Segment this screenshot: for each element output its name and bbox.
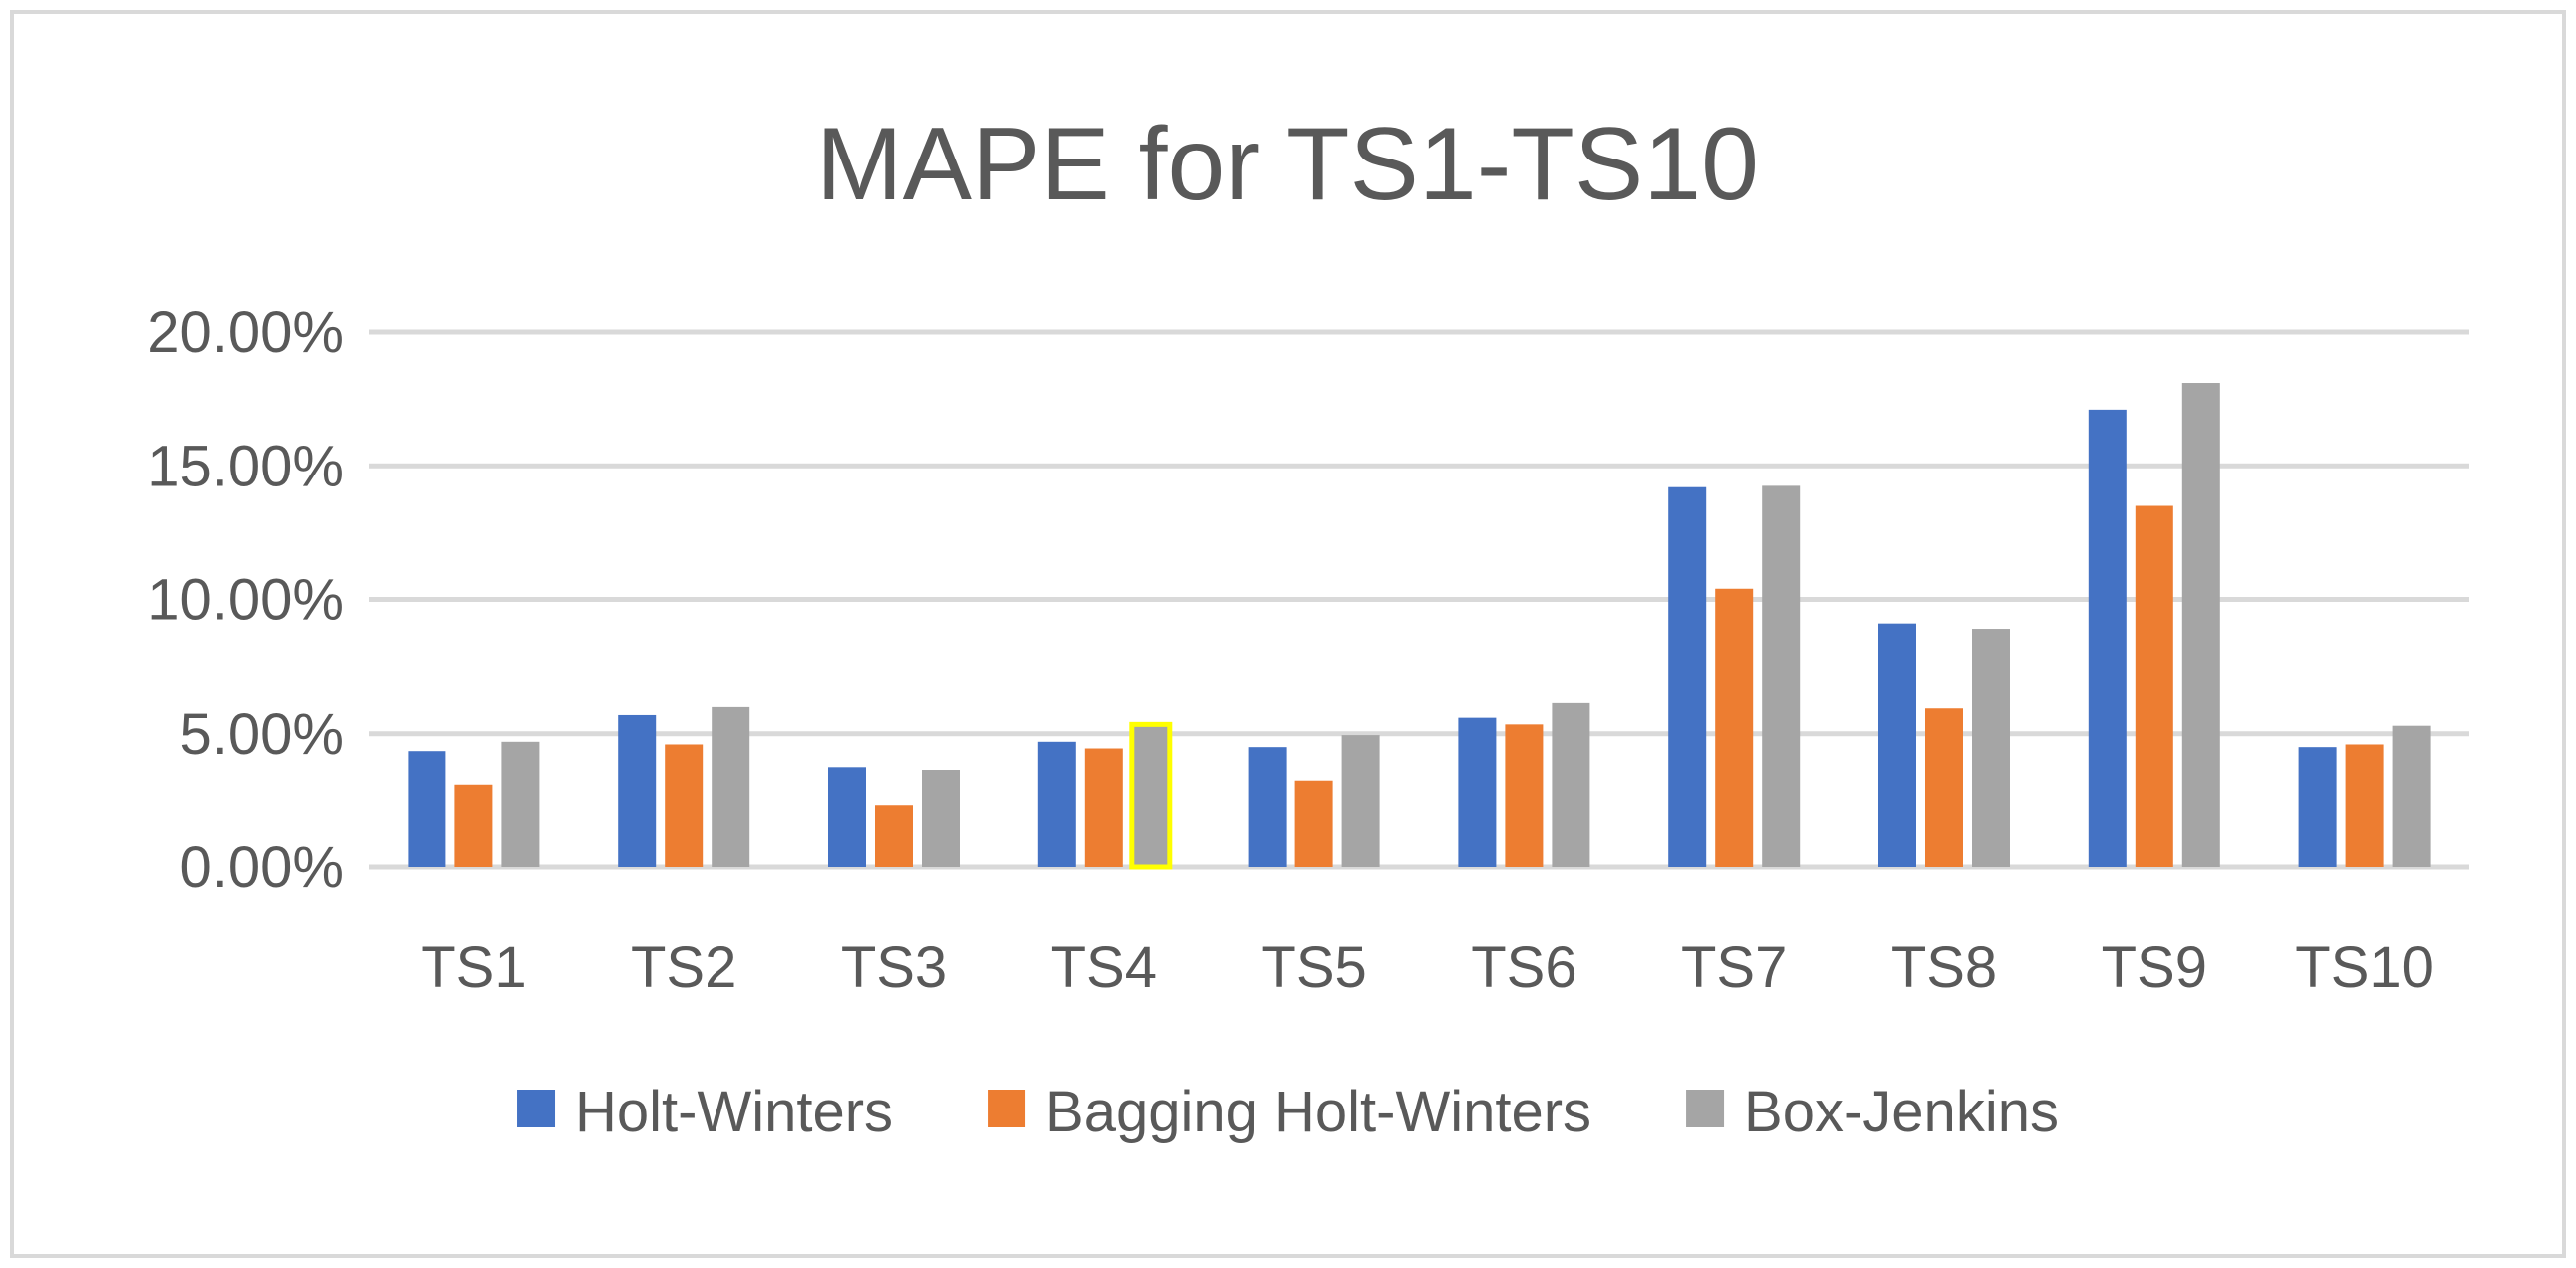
bar-ts3-holt-winters — [828, 767, 866, 867]
x-tick-label: TS2 — [631, 935, 736, 1000]
bar-ts5-bagging-holt-winters — [1294, 780, 1333, 867]
bar-ts2-box-jenkins — [712, 706, 750, 867]
bar-ts7-holt-winters — [1668, 486, 1707, 867]
bar-ts1-bagging-holt-winters — [454, 784, 493, 867]
bar-ts4-box-jenkins — [1129, 721, 1173, 870]
bar-ts1-holt-winters — [408, 751, 446, 867]
legend-label: Bagging Holt-Winters — [1045, 1080, 1591, 1144]
bar-ts6-bagging-holt-winters — [1505, 724, 1544, 867]
legend-swatch — [517, 1090, 556, 1127]
x-axis-tick-labels: TS1 TS2 TS3 TS4 TS5 TS6 TS7 TS8 TS9 TS10 — [421, 935, 2433, 1000]
legend-swatch — [988, 1090, 1026, 1127]
legend-item: Box-Jenkins — [1686, 1080, 2059, 1144]
bar-ts4-holt-winters — [1037, 741, 1076, 867]
bar-ts10-bagging-holt-winters — [2345, 744, 2384, 867]
y-tick-label: 15.00% — [147, 434, 344, 498]
bar-ts6-box-jenkins — [1552, 702, 1590, 867]
bar-ts4-bagging-holt-winters — [1084, 748, 1123, 867]
legend-swatch — [1686, 1090, 1725, 1127]
legend: Holt-Winters Bagging Holt-Winters Box-Jenk… — [517, 1080, 2059, 1144]
y-tick-label: 20.00% — [147, 300, 344, 365]
x-tick-label: TS10 — [2295, 935, 2433, 1000]
bars — [408, 383, 2431, 870]
bar-ts8-box-jenkins — [1972, 629, 2010, 867]
x-tick-label: TS9 — [2102, 935, 2207, 1000]
y-axis-tick-labels: 0.00% 5.00% 10.00% 15.00% 20.00% — [147, 300, 344, 900]
bar-ts3-box-jenkins — [922, 769, 960, 867]
x-tick-label: TS6 — [1471, 935, 1576, 1000]
bar-ts3-bagging-holt-winters — [875, 805, 913, 867]
y-tick-label: 10.00% — [147, 568, 344, 633]
bar-ts1-box-jenkins — [501, 741, 540, 867]
x-tick-label: TS5 — [1261, 935, 1366, 1000]
x-tick-label: TS1 — [421, 935, 526, 1000]
bar-ts9-holt-winters — [2088, 409, 2127, 867]
bar-ts6-holt-winters — [1458, 717, 1497, 867]
x-tick-label: TS3 — [841, 935, 947, 1000]
y-tick-label: 5.00% — [180, 702, 344, 767]
bar-ts8-bagging-holt-winters — [1925, 708, 1963, 867]
y-tick-label: 0.00% — [180, 835, 344, 900]
legend-label: Holt-Winters — [575, 1080, 893, 1144]
bar-ts2-bagging-holt-winters — [665, 744, 704, 867]
x-tick-label: TS7 — [1681, 935, 1787, 1000]
bar-ts8-holt-winters — [1878, 623, 1916, 867]
legend-item: Bagging Holt-Winters — [988, 1080, 1591, 1144]
legend-label: Box-Jenkins — [1744, 1080, 2059, 1144]
bar-ts9-bagging-holt-winters — [2135, 505, 2173, 867]
x-tick-label: TS4 — [1051, 935, 1157, 1000]
legend-item: Holt-Winters — [517, 1080, 893, 1144]
bar-ts10-holt-winters — [2298, 747, 2337, 867]
bar-ts5-box-jenkins — [1341, 735, 1380, 867]
bar-ts9-box-jenkins — [2181, 383, 2220, 867]
bar-ts7-bagging-holt-winters — [1715, 588, 1754, 867]
x-tick-label: TS8 — [1891, 935, 1997, 1000]
chart-title: MAPE for TS1-TS10 — [816, 107, 1759, 222]
bar-ts7-box-jenkins — [1762, 485, 1801, 867]
bar-ts2-holt-winters — [618, 714, 657, 867]
bar-ts10-box-jenkins — [2392, 725, 2431, 867]
bar-ts5-holt-winters — [1248, 747, 1287, 867]
